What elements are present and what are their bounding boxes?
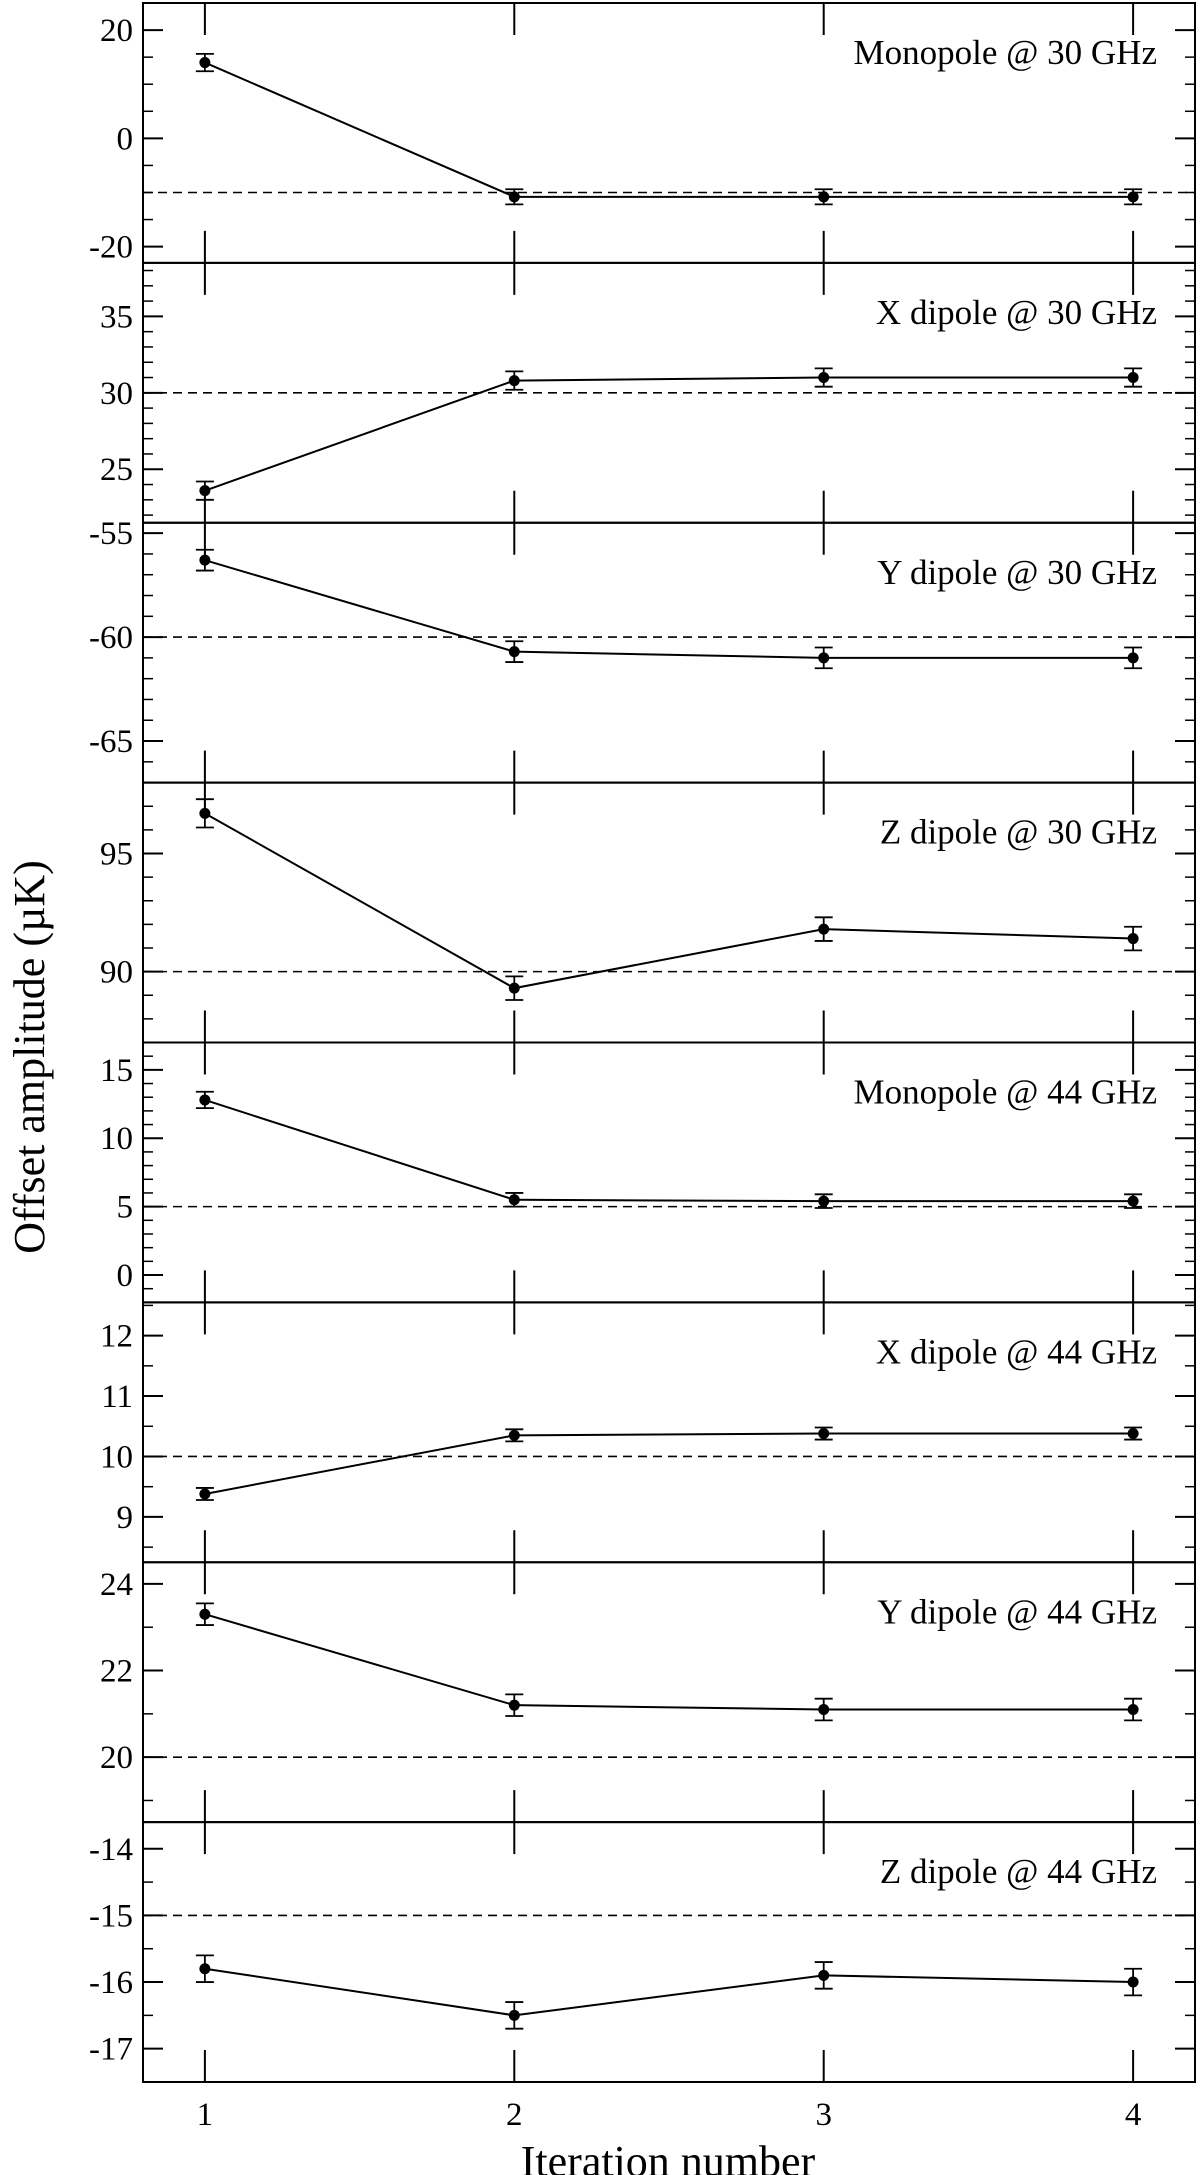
y-tick-label: 20 xyxy=(100,13,133,49)
y-tick-label: 15 xyxy=(100,1053,133,1089)
y-tick-label: -60 xyxy=(89,620,133,656)
y-tick-label: -15 xyxy=(89,1898,133,1934)
x-tick-label: 2 xyxy=(506,2097,523,2133)
x-tick-label: 4 xyxy=(1125,2097,1142,2133)
y-tick-label: 95 xyxy=(100,837,133,873)
data-point xyxy=(818,1704,830,1716)
panel-7: 20 22 24 Y dipole @ 44 GHz xyxy=(100,1561,1196,1824)
y-tick-label: 90 xyxy=(100,955,133,991)
panel-1: -20 0 20 Monopole @ 30 GHz xyxy=(89,2,1196,266)
data-point xyxy=(818,372,830,384)
series-line xyxy=(204,376,1134,492)
data-point xyxy=(818,923,830,935)
data-point xyxy=(199,807,211,819)
y-axis-title: Offset amplitude (µK) xyxy=(5,860,54,1254)
x-tick-label: 1 xyxy=(197,2097,214,2133)
y-tick-label: 12 xyxy=(100,1319,133,1355)
data-point xyxy=(1127,933,1139,945)
x-axis-title: Iteration number xyxy=(521,2137,816,2175)
panel-3: -65 -60 -55 Y dipole @ 30 GHz xyxy=(89,516,1196,784)
y-tick-label: 10 xyxy=(100,1121,133,1157)
y-tick-label: 9 xyxy=(117,1500,134,1536)
data-point xyxy=(199,1094,211,1106)
panel-label: Y dipole @ 30 GHz xyxy=(877,553,1157,592)
y-tick-label: -65 xyxy=(89,724,133,760)
panel-label: Monopole @ 44 GHz xyxy=(854,1073,1157,1112)
panel-label: Monopole @ 30 GHz xyxy=(854,33,1157,72)
data-point xyxy=(508,1699,520,1711)
y-tick-label: -20 xyxy=(89,230,133,266)
data-point xyxy=(1127,1428,1139,1440)
panel-label: Y dipole @ 44 GHz xyxy=(877,1592,1157,1631)
y-tick-label: -14 xyxy=(89,1832,133,1868)
panel-label: X dipole @ 30 GHz xyxy=(876,293,1157,332)
series-line xyxy=(204,1613,1134,1711)
series-line xyxy=(204,61,1134,198)
data-point xyxy=(199,554,211,566)
y-tick-label: 24 xyxy=(100,1567,133,1603)
data-point xyxy=(199,1488,211,1500)
panel-2: 25 30 35 X dipole @ 30 GHz xyxy=(100,261,1196,524)
data-point xyxy=(818,1969,830,1981)
x-tick-label: 3 xyxy=(815,2097,832,2133)
panel-label: X dipole @ 44 GHz xyxy=(876,1332,1157,1371)
data-point xyxy=(199,1608,211,1620)
data-point xyxy=(1127,1704,1139,1716)
y-tick-label: 35 xyxy=(100,299,133,335)
panel-6: 9 10 11 12 X dipole @ 44 GHz xyxy=(100,1301,1196,1564)
data-point xyxy=(508,1194,520,1206)
data-point xyxy=(508,191,520,203)
panels: -20 0 20 Monopole @ 30 GHz 25 30 35 X dipole @ … xyxy=(89,2,1196,2083)
panel-label: Z dipole @ 30 GHz xyxy=(880,813,1157,852)
data-point xyxy=(1127,652,1139,664)
y-tick-label: 0 xyxy=(117,121,134,157)
data-point xyxy=(199,485,211,497)
data-point xyxy=(818,652,830,664)
data-point xyxy=(818,1428,830,1440)
data-point xyxy=(508,982,520,994)
data-point xyxy=(1127,191,1139,203)
data-point xyxy=(1127,1195,1139,1207)
data-point xyxy=(508,1429,520,1441)
panel-4: 90 95 Z dipole @ 30 GHz xyxy=(100,781,1196,1044)
data-point xyxy=(199,57,211,69)
data-point xyxy=(508,646,520,658)
y-tick-label: -55 xyxy=(89,516,133,552)
y-tick-label: 30 xyxy=(100,376,133,412)
data-point xyxy=(818,191,830,203)
y-tick-label: 11 xyxy=(101,1379,133,1415)
y-tick-label: 20 xyxy=(100,1740,133,1776)
panel-frame xyxy=(142,1821,1196,2083)
series-line xyxy=(204,812,1134,990)
y-tick-label: 25 xyxy=(100,452,133,488)
y-tick-label: -17 xyxy=(89,2032,133,2068)
x-axis: 1 2 3 4 xyxy=(197,2097,1142,2133)
data-point xyxy=(199,1963,211,1975)
panel-5: 0 5 10 15 Monopole @ 44 GHz xyxy=(100,1041,1196,1304)
series-line xyxy=(204,1967,1134,2017)
data-point xyxy=(508,375,520,387)
data-point xyxy=(508,2009,520,2021)
y-tick-label: 0 xyxy=(117,1258,134,1294)
series-line xyxy=(204,1098,1134,1203)
y-tick-label: -16 xyxy=(89,1965,133,2001)
series-line xyxy=(204,1432,1134,1495)
y-tick-label: 22 xyxy=(100,1654,133,1690)
data-point xyxy=(818,1195,830,1207)
series-line xyxy=(204,559,1134,659)
data-point xyxy=(1127,1976,1139,1988)
panel-label: Z dipole @ 44 GHz xyxy=(880,1852,1157,1891)
y-tick-label: 10 xyxy=(100,1439,133,1475)
y-tick-label: 5 xyxy=(117,1190,134,1226)
panel-8: -17 -16 -15 -14 Z dipole @ 44 GHz xyxy=(89,1821,1196,2083)
data-point xyxy=(1127,372,1139,384)
